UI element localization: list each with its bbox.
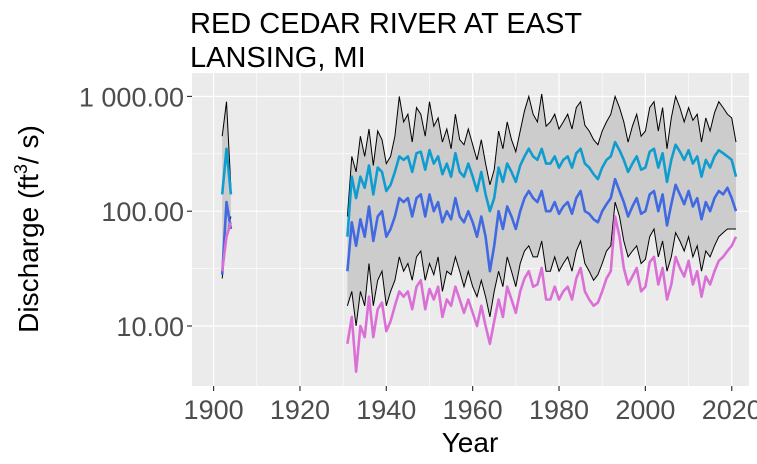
band-upper-line — [346, 93, 737, 217]
band-layer — [221, 93, 737, 327]
series-line — [220, 221, 233, 272]
y-tick-label: 1 000.00 — [79, 82, 184, 112]
chart-title-line-2: LANSING, MI — [190, 42, 366, 74]
y-axis: 10.00 100.00 1 000.00 — [79, 82, 192, 342]
chart-title: RED CEDAR RIVER AT EAST LANSING, MI — [190, 8, 582, 74]
y-axis-title: Discharge (ft3/ s) — [11, 125, 44, 333]
band-area — [347, 94, 736, 326]
x-tick-label: 2000 — [615, 395, 675, 425]
series-line — [346, 177, 738, 273]
series-layer — [220, 140, 738, 374]
band-upper-line — [221, 101, 232, 188]
y-tick-label: 100.00 — [101, 197, 184, 227]
x-axis-title: Year — [442, 427, 499, 458]
x-axis: 1900 1920 1940 1960 1980 2000 2020 — [184, 386, 757, 425]
y-tick-label: 10.00 — [116, 312, 184, 342]
series-line — [346, 140, 738, 237]
x-tick-label: 1940 — [356, 395, 416, 425]
series-line — [220, 147, 233, 195]
x-tick-label: 1980 — [529, 395, 589, 425]
band-lower-line — [346, 201, 736, 327]
x-tick-label: 1900 — [184, 395, 244, 425]
x-tick-label: 1920 — [270, 395, 330, 425]
chart-title-line-1: RED CEDAR RIVER AT EAST — [190, 8, 582, 40]
y-axis-title-exponent: 3 — [11, 164, 31, 174]
x-tick-label: 1960 — [443, 395, 503, 425]
y-axis-title-main: Discharge (ft — [13, 174, 44, 333]
y-axis-title-tail: / s) — [13, 125, 44, 164]
series-line — [346, 215, 738, 374]
x-tick-label: 2020 — [702, 395, 757, 425]
